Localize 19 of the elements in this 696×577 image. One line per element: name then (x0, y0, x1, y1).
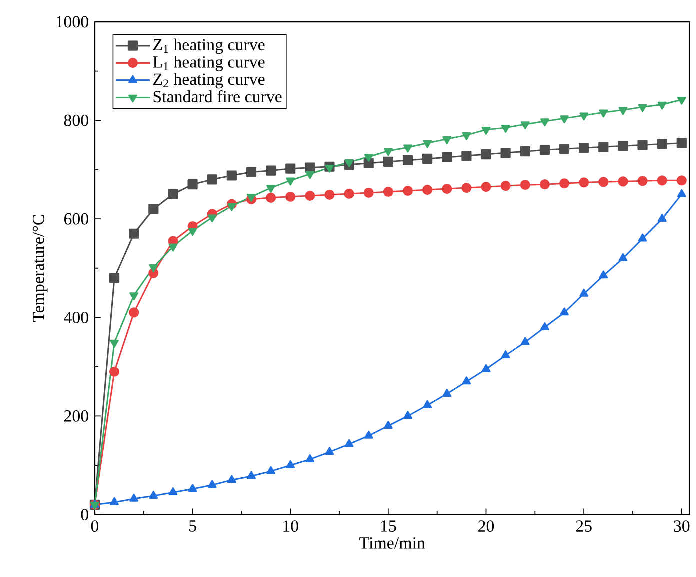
x-tick-label: 20 (478, 520, 494, 532)
y-tick-label: 0 (81, 509, 88, 521)
x-tick-label: 10 (284, 520, 298, 532)
legend-label: Z$_{1}$ heating curve (154, 38, 265, 54)
x-tick-label: 0 (91, 520, 99, 532)
x-tick-label: 5 (190, 520, 196, 532)
x-tick-label: 25 (576, 520, 592, 532)
y-tick-label: 1000 (56, 16, 88, 28)
legend-label: Standard fire curve (154, 90, 282, 103)
legend-label: L$_{1}$ heating curve (153, 56, 265, 72)
y-tick-label: 800 (64, 114, 88, 126)
y-axis-title: Temperature/°C (32, 215, 48, 322)
y-tick-label: 400 (64, 312, 88, 324)
x-tick-label: 15 (381, 520, 396, 532)
y-tick-label: 600 (64, 214, 88, 225)
x-tick-label: 30 (674, 520, 690, 532)
y-tick-label: 200 (64, 410, 88, 422)
x-axis-title: Time/min (360, 538, 426, 550)
legend-label: Z$_{2}$ heating curve (154, 73, 265, 89)
